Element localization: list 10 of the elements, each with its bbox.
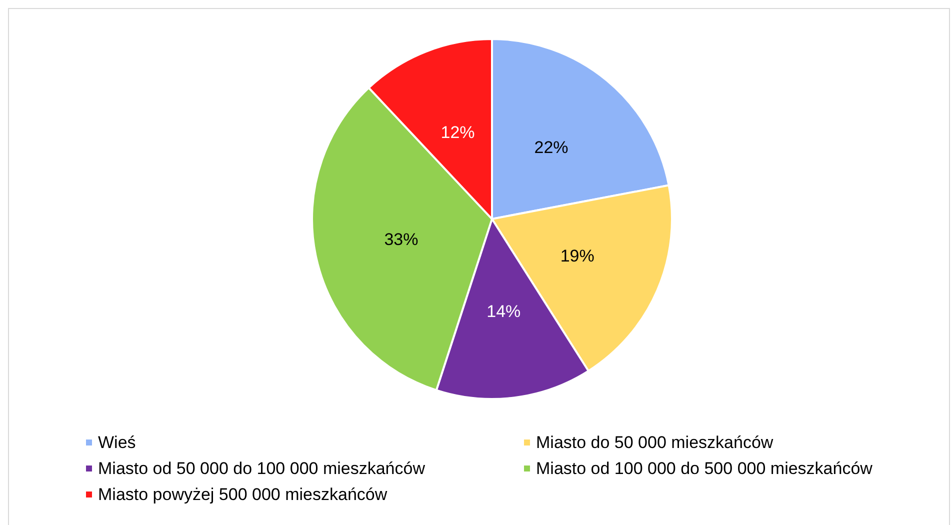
legend-label: Miasto od 50 000 do 100 000 mieszkańców	[98, 459, 426, 478]
legend-label: Miasto do 50 000 mieszkańców	[536, 433, 774, 452]
data-label: 12%	[440, 123, 475, 142]
legend-label: Wieś	[98, 433, 136, 452]
legend-label: Miasto od 100 000 do 500 000 mieszkańców	[536, 459, 874, 478]
data-label: 33%	[384, 230, 418, 249]
data-label: 19%	[560, 246, 594, 266]
legend-label: Miasto powyżej 500 000 mieszkańców	[98, 485, 388, 504]
data-label: 22%	[534, 138, 568, 157]
data-label: 14%	[486, 302, 521, 321]
